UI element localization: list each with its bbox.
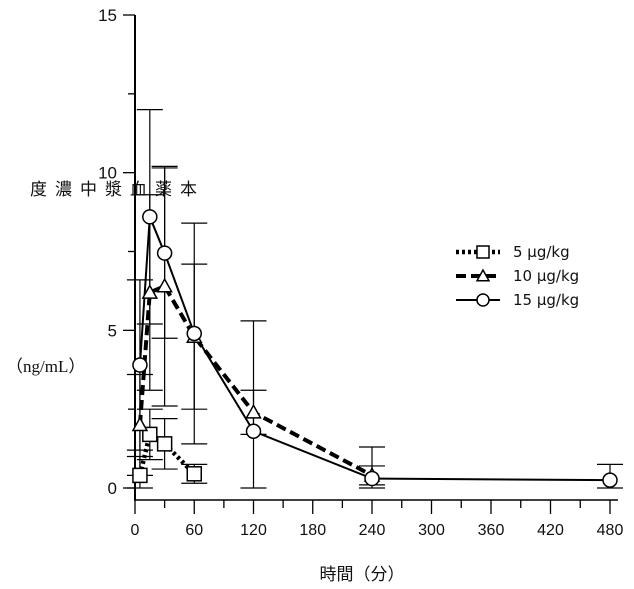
y-axis-unit: （ng/mL） [6,357,86,376]
marker-triangle [131,416,149,432]
y-tick-label: 10 [98,164,117,183]
legend-label: 15 μg/kg [513,291,579,309]
x-tick-label: 0 [131,522,140,539]
marker-circle [245,423,262,439]
marker-circle [186,325,202,342]
marker-circle [476,293,490,307]
y-tick-label: 5 [108,321,117,340]
marker-circle [156,245,173,261]
marker-circle [602,472,618,488]
x-tick-label: 60 [185,522,203,539]
marker-square [186,466,202,482]
y-tick-label: 15 [98,6,117,25]
series-markers [131,209,618,488]
marker-square [156,436,173,452]
y-tick-label: 0 [108,479,117,498]
x-tick-label: 360 [478,522,505,539]
marker-triangle [141,283,159,299]
legend-label: 10 μg/kg [513,267,579,285]
x-tick-label: 240 [359,522,386,539]
marker-triangle [245,403,262,419]
marker-circle [142,209,158,225]
x-tick-label: 420 [537,522,564,539]
marker-triangle [475,268,491,282]
x-tick-label: 300 [418,522,445,539]
legend-label: 5 μg/kg [513,243,570,261]
chart-axes: 0 5 10 15 0 60 120 180 240 300 360 420 480 [98,6,623,539]
x-tick-label: 480 [597,522,624,539]
marker-circle [132,357,148,373]
y-axis-title: 本薬血漿中濃度 [26,180,196,199]
marker-square [476,245,490,259]
x-axis-title: 時間（分） [319,565,405,585]
marker-circle [364,470,380,487]
marker-square [132,467,148,484]
series-line [137,283,373,478]
x-tick-label: 120 [240,522,267,539]
x-tick-label: 180 [299,522,326,539]
marker-triangle [156,277,173,293]
chart-legend: 5 μg/kg 10 μg/kg 15 μg/kg [456,243,579,309]
